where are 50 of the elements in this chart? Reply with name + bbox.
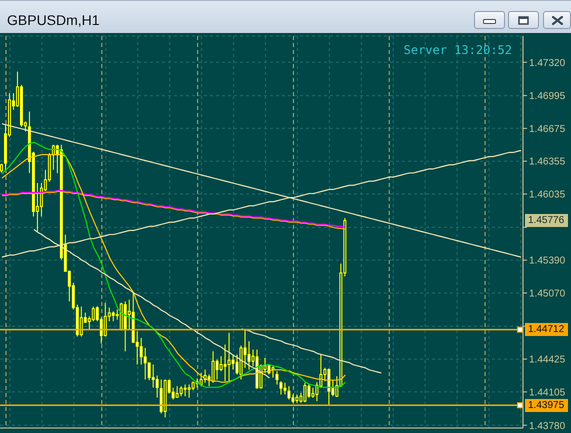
y-tick-label: 1.44105: [529, 387, 566, 398]
candlestick: [212, 350, 215, 384]
candlestick: [220, 356, 223, 372]
candlestick: [224, 344, 227, 382]
candlestick: [40, 182, 43, 217]
candlestick: [152, 364, 155, 388]
candlestick: [303, 382, 306, 403]
candlestick: [176, 386, 179, 398]
candlestick: [279, 380, 282, 395]
candlestick: [248, 340, 251, 370]
annotation: Server 13:20:52: [404, 43, 512, 57]
y-tick-label: 1.46675: [529, 124, 566, 135]
chart-title: GBPUSDm,H1: [7, 12, 100, 28]
y-tick-label: 1.45390: [529, 256, 566, 267]
candlestick: [184, 384, 187, 397]
candlestick: [92, 306, 95, 322]
price-tag: 1.43975: [525, 398, 568, 412]
candlestick: [232, 354, 235, 370]
candlestick: [144, 347, 147, 380]
candlestick: [156, 375, 159, 398]
y-tick-label: 1.43780: [529, 420, 566, 432]
y-tick-label: 1.47320: [529, 58, 566, 69]
candlestick: [80, 306, 83, 338]
ref-line-label: 1.44712: [528, 323, 564, 336]
line-series: [1, 123, 522, 258]
candlestick: [327, 368, 330, 406]
y-tick-label: 1.46035: [529, 190, 566, 201]
candlestick: [200, 372, 203, 387]
candlestick: [311, 387, 314, 398]
candlestick: [112, 310, 115, 322]
candlestick: [180, 386, 183, 397]
price-tag: 1.45776: [525, 214, 568, 228]
candlestick: [216, 359, 219, 380]
candlestick: [307, 384, 310, 398]
y-tick-label: 1.45070: [529, 288, 566, 300]
line-series: [240, 328, 382, 374]
candlestick: [140, 337, 143, 366]
candlestick: [283, 382, 286, 395]
candlestick: [275, 370, 278, 386]
candlestick: [104, 302, 107, 337]
candlestick: [287, 386, 290, 400]
y-tick-label: 1.46355: [529, 156, 566, 168]
annotation: 1.45776: [528, 214, 564, 228]
y-tick-label: 1.44425: [529, 354, 566, 366]
y-tick-label: 1.46995: [529, 91, 566, 102]
ref-line-label: 1.43975: [528, 398, 564, 412]
candlestick: [228, 332, 231, 382]
price-tag: 1.44712: [525, 323, 568, 336]
candlestick: [160, 379, 163, 414]
candlestick: [188, 384, 191, 398]
